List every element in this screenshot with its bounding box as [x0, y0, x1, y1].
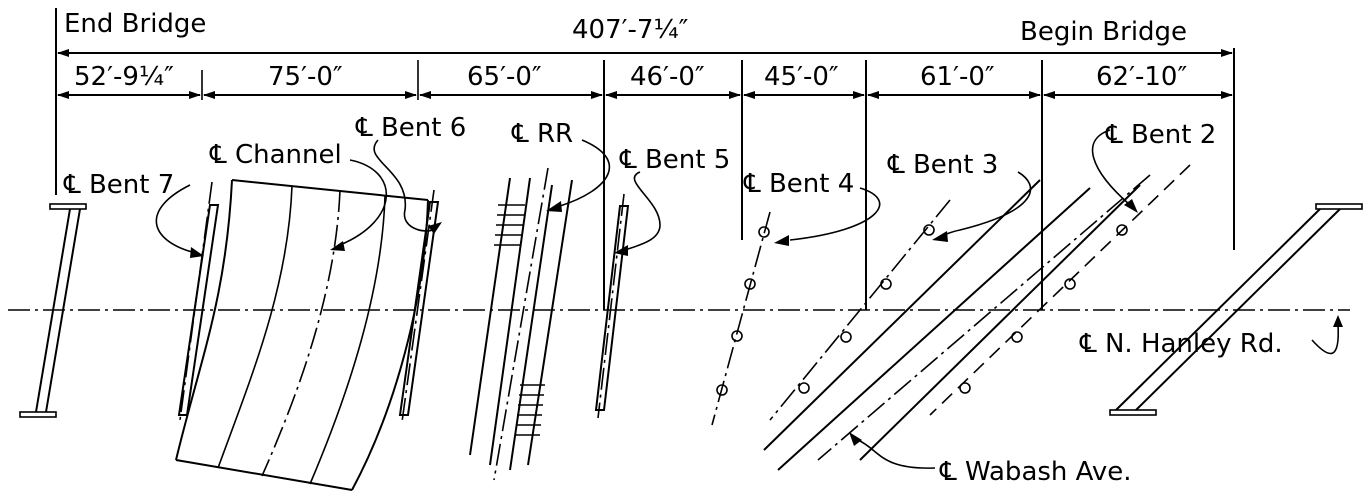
bent-5-label: ℄ Bent 5	[619, 145, 730, 175]
bent-2-arrowhead	[1124, 199, 1138, 213]
span-dim-1: 52′-9¼″	[74, 62, 174, 92]
bent-3-leader	[939, 171, 1032, 237]
rr-leader	[559, 139, 611, 207]
rr-label: ℄ RR	[511, 119, 573, 149]
span-dim-5: 45′-0″	[764, 62, 839, 92]
end-abutment	[19, 203, 87, 418]
overall-dimension: 407′-7¼″	[572, 15, 689, 45]
bent-4-arrowhead	[774, 235, 789, 246]
bent-4	[711, 211, 771, 426]
begin-abutment	[1109, 203, 1363, 416]
bent-5-arrowhead	[614, 245, 628, 256]
hanley-label: ℄ N. Hanley Rd.	[1079, 329, 1283, 359]
bent-7-label: ℄ Bent 7	[63, 170, 174, 200]
hanley-leader	[1311, 324, 1340, 355]
bent-3-label: ℄ Bent 3	[887, 150, 998, 180]
span-dim-4: 46′-0″	[630, 62, 705, 92]
hanley-arrowhead	[1333, 315, 1343, 327]
railroad	[469, 167, 573, 481]
bent-2-label: ℄ Bent 2	[1105, 120, 1216, 150]
bent-3	[763, 179, 1041, 451]
channel-leader	[339, 159, 388, 246]
bent-6	[398, 189, 440, 423]
bent-7-leader	[155, 184, 193, 253]
channel-label: ℄ Channel	[209, 140, 342, 170]
bent-7	[177, 181, 220, 421]
span-dim-3: 65′-0″	[467, 62, 542, 92]
span-dim-6: 61′-0″	[920, 62, 995, 92]
bent-4-label: ℄ Bent 4	[743, 169, 854, 199]
wabash-label: ℄ Wabash Ave.	[939, 457, 1132, 487]
bent-5-leader	[624, 171, 661, 251]
begin-bridge-label: Begin Bridge	[1020, 17, 1187, 47]
span-dim-2: 75′-0″	[268, 62, 343, 92]
rr-arrowhead	[546, 201, 562, 212]
channel	[175, 179, 429, 491]
wabash-road	[777, 174, 1151, 471]
bent-3-arrowhead	[932, 231, 948, 242]
bent-6-leader	[373, 139, 436, 232]
end-bridge-label: End Bridge	[64, 9, 206, 39]
wabash-leader	[857, 439, 936, 469]
bent-5	[594, 193, 630, 419]
channel-arrowhead	[330, 241, 345, 251]
bent-6-arrowhead	[428, 222, 442, 234]
bent-7-arrowhead	[190, 247, 204, 258]
bent-2-leader	[1091, 129, 1131, 206]
wabash-arrowhead	[849, 432, 862, 446]
bent-4-leader	[789, 187, 881, 241]
bent-6-label: ℄ Bent 6	[355, 113, 466, 143]
bent-2	[929, 164, 1191, 416]
span-dim-7: 62′-10″	[1096, 62, 1187, 92]
